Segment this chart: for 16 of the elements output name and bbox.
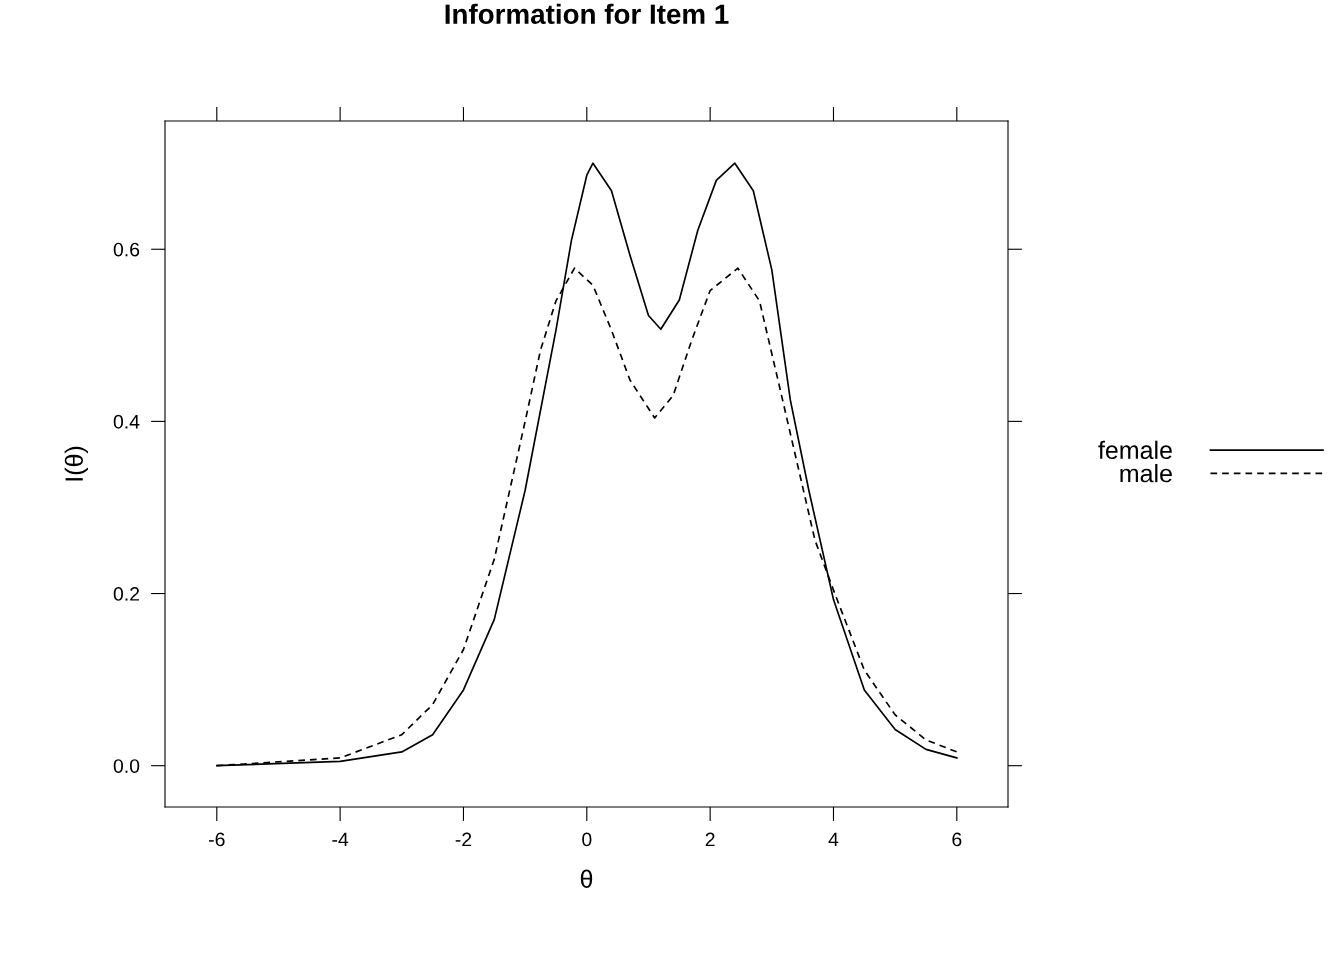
x-tick-label: 0 <box>582 832 592 847</box>
y-tick-label: 0.6 <box>113 242 140 257</box>
y-tick-label: 0.4 <box>113 414 140 429</box>
x-axis-title: θ <box>580 869 593 888</box>
chart-title: Information for Item 1 <box>445 3 729 25</box>
x-tick-label: -6 <box>209 832 225 847</box>
x-tick-label: -2 <box>455 832 472 847</box>
x-tick-label: -4 <box>332 832 349 847</box>
x-tick-label: 2 <box>705 832 715 847</box>
x-tick-label: 6 <box>952 832 962 847</box>
legend-label: male <box>1120 464 1172 483</box>
y-tick-label: 0.0 <box>113 759 140 773</box>
y-axis-title: I(θ) <box>64 446 88 481</box>
legend-label: female <box>1098 440 1172 460</box>
x-tick-label: 4 <box>828 832 839 847</box>
y-tick-label: 0.2 <box>113 587 140 601</box>
